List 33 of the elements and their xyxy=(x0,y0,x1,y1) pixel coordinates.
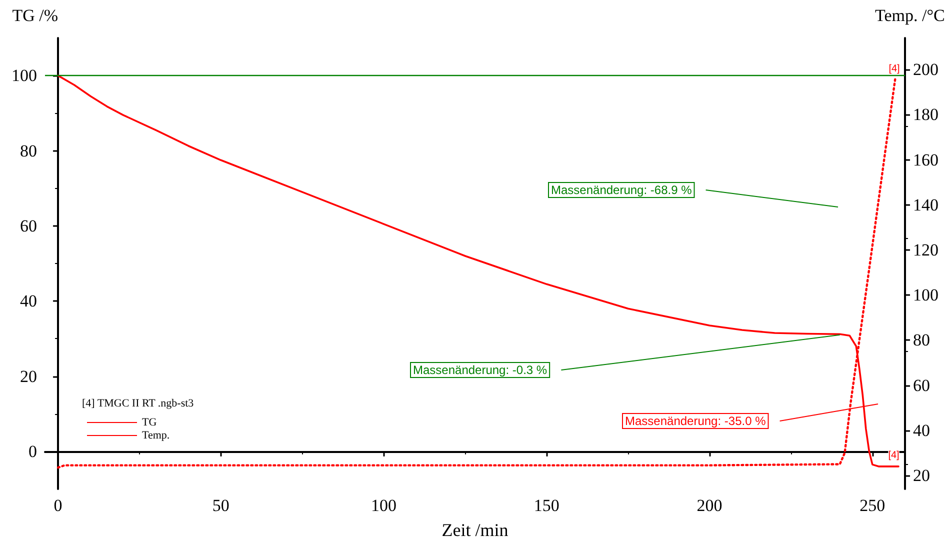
y2-tick-label: 180 xyxy=(913,105,938,124)
x-tick-label: 0 xyxy=(54,496,62,515)
x-tick-label: 150 xyxy=(534,496,560,515)
x-tick-label: 100 xyxy=(371,496,397,515)
y2-tick-label: 160 xyxy=(913,150,938,170)
y2-tick-label: 80 xyxy=(913,330,930,350)
y-tick-label: 20 xyxy=(20,366,37,386)
y-axis-title: TG /% xyxy=(12,6,58,25)
annotation: [4] xyxy=(888,63,900,74)
x-tick-label: 50 xyxy=(212,496,230,515)
y2-tick-label: 200 xyxy=(913,60,938,80)
legend-label: TG xyxy=(142,416,157,428)
annotation: Massenänderung: -68.9 % xyxy=(551,183,692,197)
y2-axis-title: Temp. /°C xyxy=(875,6,945,25)
y-tick-label: 40 xyxy=(20,292,37,311)
x-axis-title: Zeit /min xyxy=(442,520,508,540)
y-tick-label: 0 xyxy=(28,442,37,461)
x-tick-label: 250 xyxy=(860,496,886,515)
annotation: [4] xyxy=(888,450,900,461)
annotation: Massenänderung: -35.0 % xyxy=(625,414,766,428)
y-tick-label: 80 xyxy=(20,141,37,160)
y2-tick-label: 40 xyxy=(913,420,930,440)
y-tick-label: 100 xyxy=(12,66,37,86)
y2-tick-label: 140 xyxy=(913,195,938,214)
y-tick-label: 60 xyxy=(20,216,37,236)
y2-tick-label: 20 xyxy=(913,466,930,485)
y2-tick-label: 120 xyxy=(913,240,938,260)
annotation: Massenänderung: -0.3 % xyxy=(413,363,548,377)
legend-title: [4] TMGC II RT .ngb-st3 xyxy=(82,398,194,410)
y2-tick-label: 100 xyxy=(913,286,938,305)
legend-label: Temp. xyxy=(142,430,170,442)
y2-tick-label: 60 xyxy=(913,376,930,395)
x-tick-label: 200 xyxy=(696,496,722,515)
